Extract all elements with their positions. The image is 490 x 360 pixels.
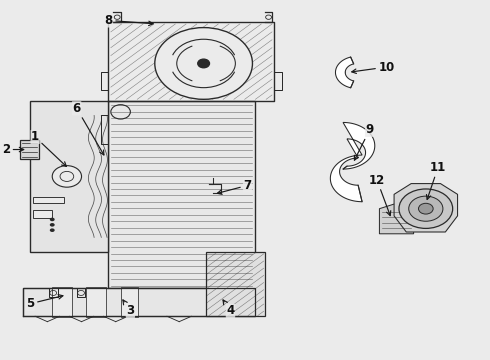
Polygon shape xyxy=(379,203,414,234)
Bar xyxy=(52,287,72,317)
Bar xyxy=(23,288,255,316)
Circle shape xyxy=(50,218,55,221)
Bar xyxy=(108,101,255,288)
Circle shape xyxy=(155,28,252,99)
Bar xyxy=(206,252,265,316)
Bar xyxy=(33,197,65,203)
Bar xyxy=(30,101,108,252)
Bar xyxy=(33,210,52,218)
Text: 2: 2 xyxy=(2,143,24,156)
Text: 4: 4 xyxy=(223,300,235,318)
Text: 6: 6 xyxy=(73,102,104,155)
Text: 9: 9 xyxy=(354,123,374,160)
Text: 10: 10 xyxy=(352,60,395,73)
Text: 1: 1 xyxy=(31,130,66,166)
Text: 7: 7 xyxy=(218,179,252,194)
Circle shape xyxy=(418,203,433,214)
Circle shape xyxy=(399,189,453,228)
Text: 8: 8 xyxy=(104,14,153,27)
Circle shape xyxy=(198,59,210,68)
Polygon shape xyxy=(394,184,458,232)
Text: 11: 11 xyxy=(426,161,446,199)
Circle shape xyxy=(50,228,55,232)
Circle shape xyxy=(52,166,81,187)
Circle shape xyxy=(409,196,443,221)
Polygon shape xyxy=(330,122,375,202)
Bar xyxy=(121,287,138,317)
Text: 5: 5 xyxy=(26,294,63,310)
Bar xyxy=(21,140,39,159)
Circle shape xyxy=(50,223,55,226)
Polygon shape xyxy=(336,57,354,88)
Text: 12: 12 xyxy=(369,174,391,216)
Text: 3: 3 xyxy=(123,300,134,318)
Bar xyxy=(86,287,106,317)
